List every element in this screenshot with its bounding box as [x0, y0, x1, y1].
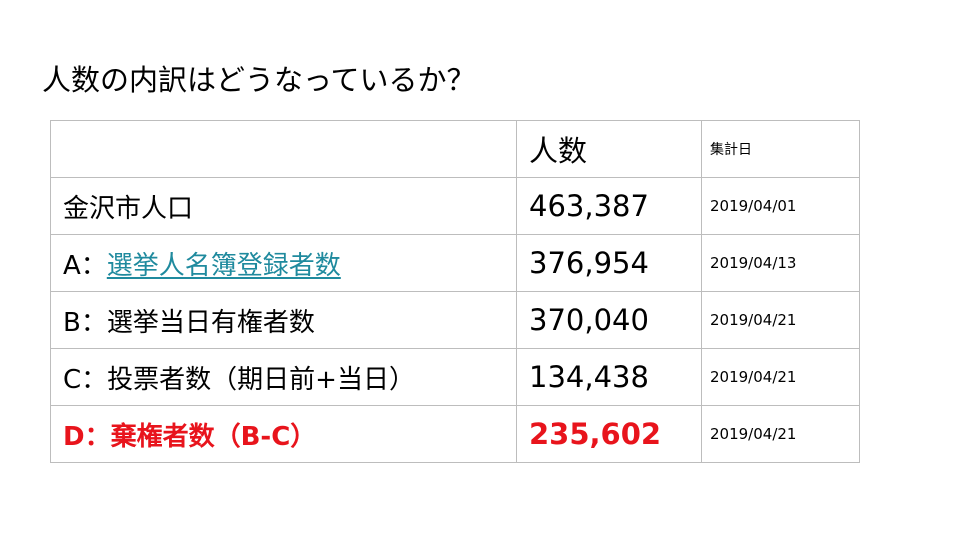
- row-date: 2019/04/13: [701, 234, 860, 292]
- header-label-cell: [50, 120, 517, 178]
- row-label: D：棄権者数（B-C）: [50, 405, 517, 463]
- header-date-cell: 集計日: [701, 120, 860, 178]
- row-date: 2019/04/21: [701, 348, 860, 406]
- table-header-row: 人数 集計日: [50, 120, 860, 178]
- row-label-prefix: A：: [63, 250, 107, 281]
- row-label: C：投票者数（期日前+当日）: [50, 348, 517, 406]
- row-count: 134,438: [516, 348, 702, 406]
- table-row: 金沢市人口 463,387 2019/04/01: [50, 177, 860, 235]
- row-label: B：選挙当日有権者数: [50, 291, 517, 349]
- slide-title: 人数の内訳はどうなっているか？: [42, 63, 476, 97]
- registered-voters-link[interactable]: 選挙人名簿登録者数: [106, 250, 341, 281]
- row-count: 376,954: [516, 234, 702, 292]
- voter-breakdown-table: 人数 集計日 金沢市人口 463,387 2019/04/01 A：選挙人名簿登…: [50, 120, 860, 463]
- row-label: A：選挙人名簿登録者数: [50, 234, 517, 292]
- row-date: 2019/04/01: [701, 177, 860, 235]
- row-count: 370,040: [516, 291, 702, 349]
- table-row: B：選挙当日有権者数 370,040 2019/04/21: [50, 291, 860, 349]
- row-date: 2019/04/21: [701, 405, 860, 463]
- table-row-highlight: D：棄権者数（B-C） 235,602 2019/04/21: [50, 405, 860, 463]
- header-count-cell: 人数: [516, 120, 702, 178]
- row-count: 235,602: [516, 405, 702, 463]
- row-count: 463,387: [516, 177, 702, 235]
- row-date: 2019/04/21: [701, 291, 860, 349]
- table-row: C：投票者数（期日前+当日） 134,438 2019/04/21: [50, 348, 860, 406]
- row-label: 金沢市人口: [50, 177, 517, 235]
- table-row: A：選挙人名簿登録者数 376,954 2019/04/13: [50, 234, 860, 292]
